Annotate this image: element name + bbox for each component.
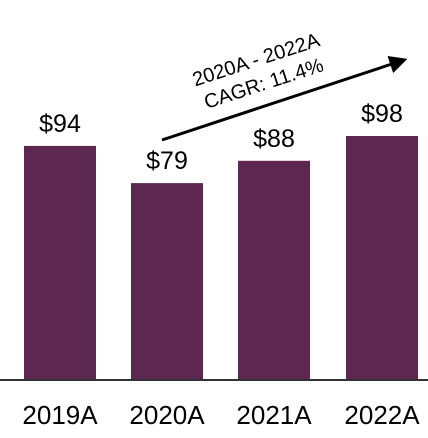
trend-arrow: [161, 55, 408, 142]
value-label: $98: [361, 100, 403, 128]
x-tick-label: 2019A: [22, 400, 98, 430]
bar: [131, 183, 203, 379]
annotation: 2020A - 2022A CAGR: 11.4%: [190, 29, 327, 114]
x-tick-label: 2020A: [129, 400, 205, 430]
value-label: $94: [39, 110, 81, 138]
value-label: $79: [146, 147, 188, 175]
bar: [238, 160, 310, 379]
bar: [24, 145, 96, 379]
x-tick-label: 2021A: [236, 400, 312, 430]
x-tick-label: 2022A: [344, 400, 420, 430]
value-label: $88: [253, 125, 295, 153]
bar: [346, 136, 418, 379]
